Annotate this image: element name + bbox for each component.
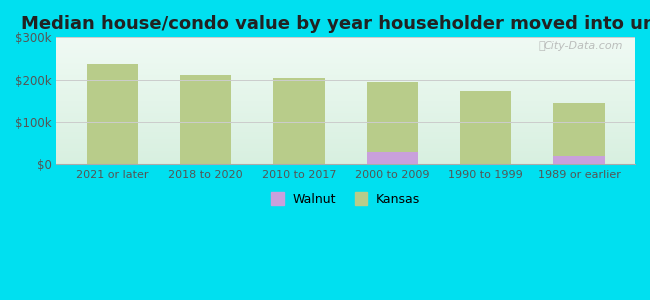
- Bar: [367, 152, 418, 164]
- Bar: [553, 156, 604, 164]
- Title: Median house/condo value by year householder moved into unit: Median house/condo value by year househo…: [21, 15, 650, 33]
- Legend: Walnut, Kansas: Walnut, Kansas: [266, 188, 425, 211]
- Bar: [274, 77, 325, 164]
- Bar: [87, 64, 138, 164]
- Bar: [553, 103, 604, 164]
- Text: City-Data.com: City-Data.com: [544, 41, 623, 51]
- Bar: [367, 82, 418, 164]
- Text: ⓘ: ⓘ: [539, 41, 545, 51]
- Bar: [180, 75, 231, 164]
- Bar: [460, 91, 512, 164]
